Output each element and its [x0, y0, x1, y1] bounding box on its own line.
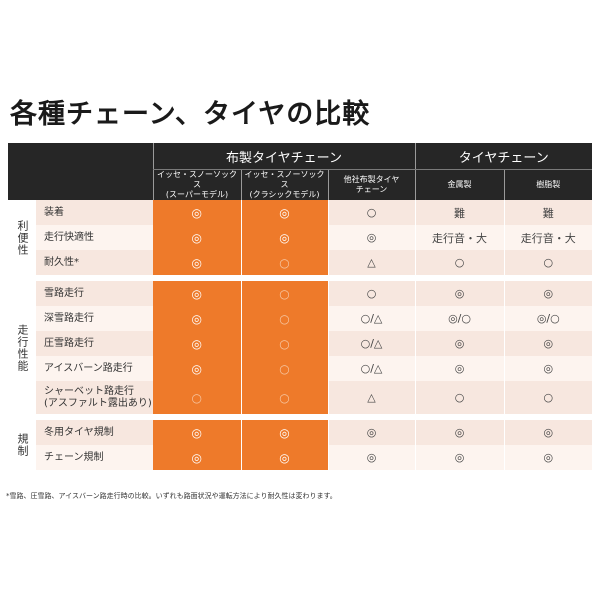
cell-metal: ◎: [414, 331, 505, 356]
header-corner: [8, 143, 153, 200]
cell-classic: ◎: [240, 445, 328, 470]
cell-resin: ◎: [503, 278, 593, 306]
cell-classic: ○: [240, 381, 328, 420]
cell-other: △: [327, 250, 416, 281]
col-header-other: 他社布製タイヤ チェーン: [327, 169, 416, 200]
cell-classic: ○: [240, 250, 328, 281]
cell-metal: ○: [414, 250, 505, 281]
cell-metal: ◎: [414, 278, 505, 306]
cell-super: ◎: [153, 306, 241, 331]
cell-resin: ◎: [503, 331, 593, 356]
col-header-super: イッセ・スノーソックス (スーパーモデル): [152, 169, 241, 200]
row-label: 深雪路走行: [36, 306, 153, 331]
cell-resin: ◎: [503, 445, 593, 470]
cell-classic: ○: [240, 278, 328, 306]
cell-super: ◎: [153, 445, 241, 470]
row-label: 耐久性*: [36, 250, 153, 281]
row-label: チェーン規制: [36, 445, 153, 470]
cell-super: ◎: [153, 250, 241, 281]
row-label: 圧雪路走行: [36, 331, 153, 356]
cell-metal: ◎: [414, 445, 505, 470]
cell-other: ◎: [327, 417, 416, 445]
footnote: *雪路、圧雪路、アイスバーン路走行時の比較。いずれも路面状況や運転方法により耐久…: [6, 492, 337, 500]
cell-metal: ◎: [414, 417, 505, 445]
row-label: 冬用タイヤ規制: [36, 417, 153, 445]
cell-resin: ○: [503, 250, 593, 281]
cell-other: ◎: [327, 445, 416, 470]
cell-classic: ○: [240, 306, 328, 331]
cell-other: ◎: [327, 225, 416, 250]
cell-other: ○: [327, 200, 416, 225]
row-label: 雪路走行: [36, 278, 153, 306]
cell-other: ○: [327, 278, 416, 306]
cell-resin: 走行音・大: [503, 225, 593, 250]
cell-resin: ◎: [503, 417, 593, 445]
cell-metal: 走行音・大: [414, 225, 505, 250]
cell-other: ○/△: [327, 306, 416, 331]
cell-resin: ◎: [503, 356, 593, 381]
cell-metal: ◎/○: [414, 306, 505, 331]
cell-metal: ○: [414, 381, 505, 420]
cell-super: ○: [153, 381, 241, 420]
cell-super: ◎: [153, 200, 241, 225]
category-regulation: 規制: [8, 417, 36, 470]
row-label: シャーベット路走行 (アスファルト露出あり): [36, 381, 153, 420]
cell-metal: ◎: [414, 356, 505, 381]
row-label: アイスバーン路走行: [36, 356, 153, 381]
cell-resin: 難: [503, 200, 593, 225]
cell-other: ○/△: [327, 356, 416, 381]
col-header-classic: イッセ・スノーソックス (クラシックモデル): [240, 169, 328, 200]
cell-other: ○/△: [327, 331, 416, 356]
cell-super: ◎: [153, 225, 241, 250]
group-header-chain: タイヤチェーン: [414, 143, 593, 170]
cell-metal: 難: [414, 200, 505, 225]
cell-super: ◎: [153, 331, 241, 356]
row-label: 装着: [36, 200, 153, 225]
cell-classic: ○: [240, 331, 328, 356]
cell-other: △: [327, 381, 416, 420]
page-title: 各種チェーン、タイヤの比較: [10, 99, 371, 130]
cell-super: ◎: [153, 278, 241, 306]
comparison-table: 布製タイヤチェーン タイヤチェーン イッセ・スノーソックス (スーパーモデル) イ…: [8, 143, 593, 470]
cell-super: ◎: [153, 356, 241, 381]
col-header-metal: 金属製: [414, 169, 505, 200]
category-driving: 走行性能: [8, 278, 36, 420]
col-header-resin: 樹脂製: [503, 169, 593, 200]
category-convenience: 利便性: [8, 200, 36, 281]
cell-resin: ○: [503, 381, 593, 420]
cell-classic: ○: [240, 356, 328, 381]
cell-classic: ◎: [240, 200, 328, 225]
cell-resin: ◎/○: [503, 306, 593, 331]
cell-classic: ◎: [240, 417, 328, 445]
row-label: 走行快適性: [36, 225, 153, 250]
group-header-fabric: 布製タイヤチェーン: [152, 143, 416, 170]
cell-super: ◎: [153, 417, 241, 445]
cell-classic: ◎: [240, 225, 328, 250]
